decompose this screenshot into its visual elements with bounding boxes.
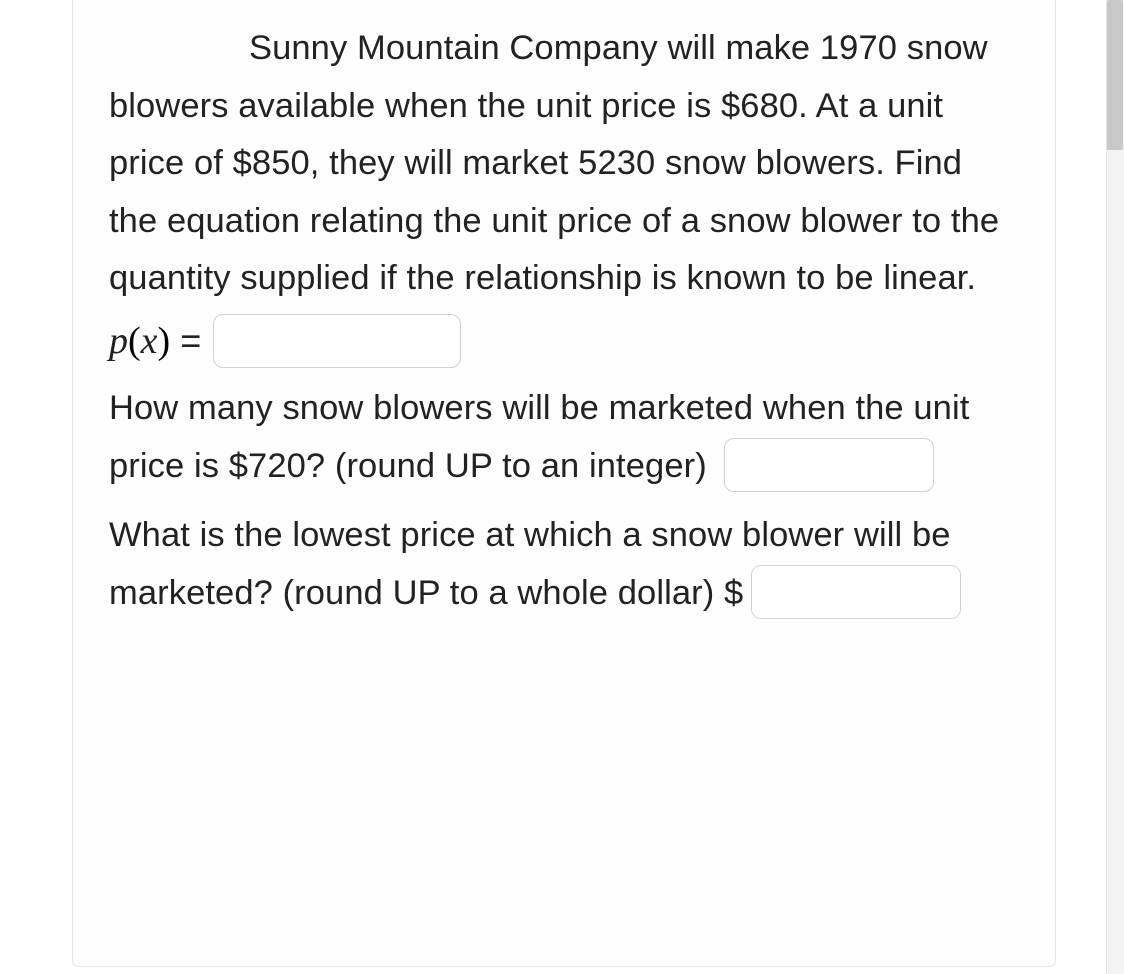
- math-p: p: [109, 319, 128, 363]
- lowest-price-input[interactable]: [751, 565, 961, 619]
- dollar-sign: $: [724, 574, 743, 612]
- problem-paragraph-2: How many snow blowers will be marketed w…: [109, 380, 1019, 495]
- problem-text-1: Sunny Mountain Company will make 1970 sn…: [109, 29, 999, 297]
- scrollbar-thumb[interactable]: [1107, 0, 1123, 150]
- question-card: Sunny Mountain Company will make 1970 sn…: [72, 0, 1056, 967]
- quantity-input[interactable]: [724, 438, 934, 492]
- math-close-paren: ): [158, 319, 171, 363]
- equation-input[interactable]: [213, 314, 461, 368]
- math-equals: =: [180, 320, 201, 362]
- page-margin: [1060, 0, 1106, 974]
- equation-row: p(x) =: [109, 314, 1019, 368]
- problem-paragraph-3: What is the lowest price at which a snow…: [109, 507, 1019, 622]
- problem-paragraph-1: Sunny Mountain Company will make 1970 sn…: [109, 20, 1019, 308]
- math-x: x: [141, 319, 158, 363]
- math-open-paren: (: [128, 319, 141, 363]
- scrollbar-track[interactable]: [1106, 0, 1124, 974]
